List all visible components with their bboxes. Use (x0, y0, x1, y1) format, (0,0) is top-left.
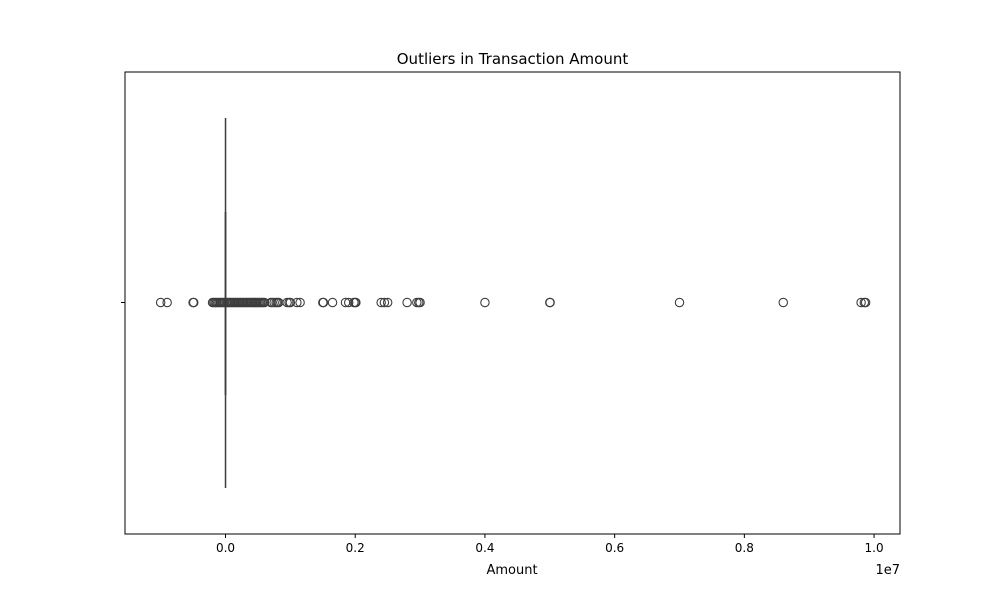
outlier-point (545, 297, 555, 308)
outlier-point (415, 297, 425, 308)
outlier-point (402, 297, 412, 308)
x-tick-label: 0.8 (735, 541, 754, 555)
outlier-point (295, 297, 305, 308)
outlier-point (856, 297, 866, 308)
outlier-point (155, 297, 166, 308)
outlier-point (343, 297, 354, 308)
outlier-point (219, 297, 229, 308)
outlier-point (480, 297, 490, 308)
outlier-point (674, 297, 685, 308)
outlier-point (318, 297, 329, 308)
x-tick-label: 0.2 (346, 541, 365, 555)
outlier-point (379, 297, 390, 308)
x-tick-label: 0.6 (605, 541, 624, 555)
outlier-point (285, 297, 296, 308)
plot-area (155, 118, 871, 488)
x-axis-scale-label: 1e7 (875, 563, 900, 578)
outlier-point (292, 297, 302, 308)
outlier-point (382, 297, 393, 308)
x-tick-label: 1.0 (865, 541, 884, 555)
outlier-point (327, 297, 338, 308)
outlier-point (860, 297, 871, 308)
outlier-point (351, 297, 361, 308)
outlier-point (162, 297, 172, 308)
x-tick-label: 0.0 (216, 541, 235, 555)
x-tick-label: 0.4 (475, 541, 494, 555)
outlier-point (778, 297, 789, 308)
x-axis-label: Amount (486, 563, 537, 578)
outlier-point (259, 297, 270, 308)
outlier-point (188, 297, 199, 308)
x-axis-ticks: 0.0 0.2 0.4 0.6 0.8 1.0 (216, 534, 884, 555)
chart-title: Outliers in Transaction Amount (397, 50, 629, 68)
outlier-point (376, 297, 386, 308)
